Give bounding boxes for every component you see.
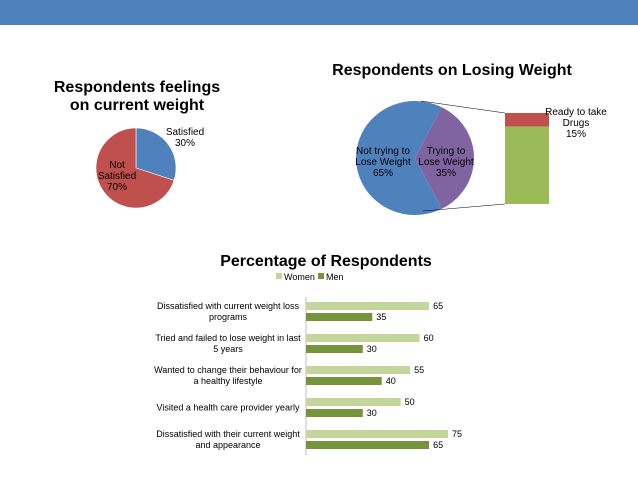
pie2-label-trying-2: Lose Weight [418,157,474,168]
bar-value-men-3: 30 [367,408,377,418]
bar-category-label-2-0: Wanted to change their behaviour for [154,365,302,375]
pie2-label-not-3: 65% [373,168,393,179]
bar-category-label-1-1: 5 years [213,344,243,354]
pie1-slices [95,127,177,209]
bar-men-1 [306,345,363,353]
pie1-label-notsat-3: 70% [107,182,127,193]
pie1-title-line1: Respondents feelings [54,79,220,96]
top-banner [0,0,638,25]
pie1-label-notsat-1: Not [109,160,125,171]
bar-category-label-4-1: and appearance [195,440,260,450]
bar-category-label-4-0: Dissatisfied with their current weight [156,429,300,439]
pie2-breakdown-other [505,126,549,204]
pie2-label-trying-3: 35% [436,168,456,179]
pie2-label-not-2: Lose Weight [355,157,411,168]
pie2-label-drugs-3: 15% [566,129,586,140]
bar-value-women-1: 60 [424,333,434,343]
bar-value-women-4: 75 [452,429,462,439]
pie2-slices [356,101,475,215]
bar-value-men-0: 35 [376,312,386,322]
pie2-label-not-1: Not trying to [356,146,410,157]
bar-women-0 [306,302,430,310]
pie1-slice-satisfied [135,127,177,181]
pie2-slice-not-trying [356,101,442,215]
pie2-label-drugs-1: Ready to take [545,107,607,118]
pie2-label-drugs-2: Drugs [563,118,590,129]
bar-category-label-3-0: Visited a health care provider yearly [157,403,300,413]
legend-women-swatch [276,273,282,279]
bar-marks: 65 35 Dissatisfied with current weight los… [154,301,462,450]
bar-category-label-0-1: programs [209,312,248,322]
pie2-breakdown-ready-to-take-drugs [505,113,549,127]
pie2-breakdown-stack [505,113,549,204]
bar-category-label-2-1: a healthy lifestyle [193,376,262,386]
pie1-title-line2: on current weight [70,97,205,114]
pie2-title: Respondents on Losing Weight [332,62,572,79]
bar-women-1 [306,334,420,342]
bar-women-3 [306,398,401,406]
pie2-label-trying-1: Trying to [427,146,466,157]
bar-value-men-2: 40 [386,376,396,386]
bar-value-women-0: 65 [433,301,443,311]
legend-women-label: Women [284,272,315,282]
bar-category-label-1-0: Tried and failed to lose weight in last [155,333,301,343]
bar-women-4 [306,430,448,438]
bar-category-label-0-0: Dissatisfied with current weight loss [157,301,300,311]
bar-value-men-1: 30 [367,344,377,354]
pie1-slice-not-satisfied [95,127,175,209]
pie1-label-satisfied-1: Satisfied [166,127,204,138]
bar-men-0 [306,313,373,321]
bar-men-2 [306,377,382,385]
pie2-connector-top [420,100,506,114]
bar-value-women-2: 55 [414,365,424,375]
bar-value-women-3: 50 [405,397,415,407]
pie2-slice-trying [415,107,475,209]
bar-title: Percentage of Respondents [220,253,432,270]
bar-value-men-4: 65 [433,440,443,450]
legend-men-swatch [318,273,324,279]
legend-men-label: Men [326,272,344,282]
bar-men-3 [306,409,363,417]
bar-women-2 [306,366,411,374]
pie1-label-notsat-2: Satisfied [98,171,136,182]
bar-men-4 [306,441,430,449]
pie1-label-satisfied-2: 30% [175,138,195,149]
pie2-connector-bottom [422,203,506,212]
